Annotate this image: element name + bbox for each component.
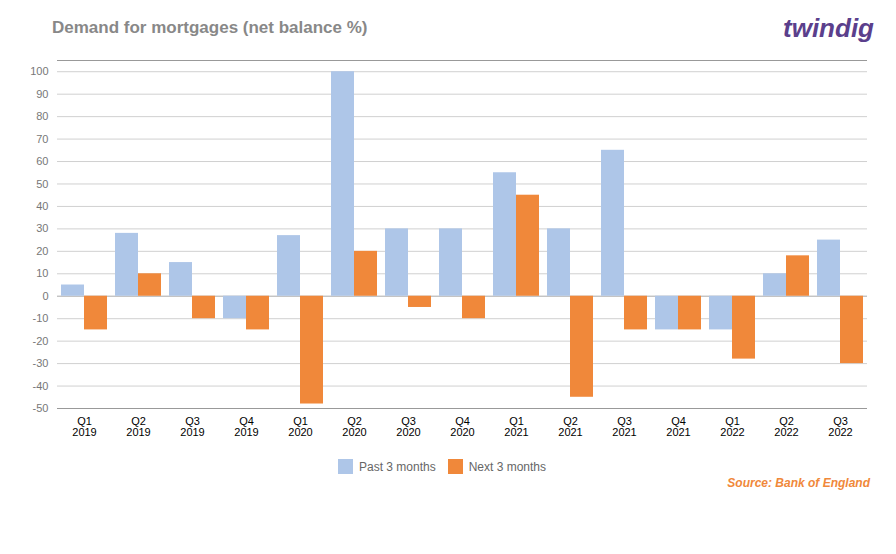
svg-text:-10: -10 (33, 312, 49, 324)
svg-text:-50: -50 (33, 402, 49, 414)
html-text:twindig: twindig (783, 12, 874, 43)
svg-text:Q32019: Q32019 (180, 415, 204, 438)
html-text:Source: Bank of England: Source: Bank of England (727, 476, 870, 490)
svg-text:60: 60 (36, 155, 48, 167)
svg-text:100: 100 (30, 65, 48, 77)
svg-text:30: 30 (36, 222, 48, 234)
svg-text:80: 80 (36, 110, 48, 122)
svg-text:70: 70 (36, 133, 48, 145)
svg-text:-20: -20 (33, 335, 49, 347)
svg-text:Q42019: Q42019 (234, 415, 258, 438)
svg-text:Q42021: Q42021 (666, 415, 690, 438)
svg-text:Q32020: Q32020 (396, 415, 420, 438)
svg-text:-40: -40 (33, 380, 49, 392)
svg-text:Q32021: Q32021 (612, 415, 636, 438)
svg-text:Q12022: Q12022 (720, 415, 744, 438)
svg-text:40: 40 (36, 200, 48, 212)
svg-text:0: 0 (42, 290, 48, 302)
svg-text:Q12021: Q12021 (504, 415, 528, 438)
svg-text:Q12019: Q12019 (72, 415, 96, 438)
html-text:Demand for mortgages (net bala: Demand for mortgages (net balance %) (52, 18, 368, 37)
html-text:Next 3 months: Next 3 months (468, 459, 546, 474)
svg-text:Q22019: Q22019 (126, 415, 150, 438)
html-text:Past 3 months: Past 3 months (359, 459, 436, 474)
svg-text:50: 50 (36, 178, 48, 190)
svg-text:Q42020: Q42020 (450, 415, 474, 438)
svg-text:Q22022: Q22022 (774, 415, 798, 438)
svg-text:-30: -30 (33, 357, 49, 369)
svg-text:10: 10 (36, 267, 48, 279)
svg-text:Q32022: Q32022 (828, 415, 852, 438)
svg-text:20: 20 (36, 245, 48, 257)
svg-text:Q22021: Q22021 (558, 415, 582, 438)
svg-text:Q12020: Q12020 (288, 415, 312, 438)
svg-text:Q22020: Q22020 (342, 415, 366, 438)
svg-text:90: 90 (36, 88, 48, 100)
